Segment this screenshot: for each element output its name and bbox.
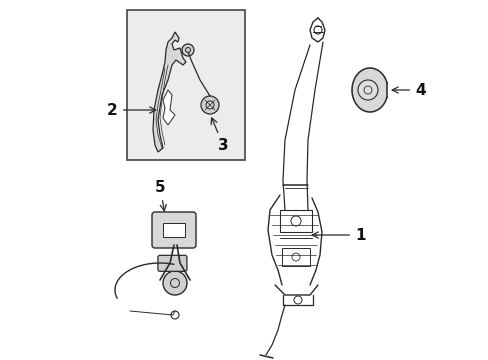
Bar: [163, 223, 184, 237]
Text: 5: 5: [155, 180, 166, 211]
Polygon shape: [351, 68, 386, 112]
Text: 2: 2: [107, 103, 156, 117]
Bar: [280, 210, 311, 232]
Text: 1: 1: [311, 228, 365, 243]
Polygon shape: [153, 32, 185, 152]
Circle shape: [201, 96, 219, 114]
FancyBboxPatch shape: [152, 212, 196, 248]
Polygon shape: [163, 90, 175, 125]
Circle shape: [163, 271, 186, 295]
Bar: [127, 10, 244, 160]
Text: 3: 3: [211, 118, 228, 153]
FancyBboxPatch shape: [158, 255, 186, 271]
Text: 4: 4: [391, 82, 425, 98]
Circle shape: [357, 80, 377, 100]
Bar: [282, 248, 309, 266]
Circle shape: [182, 44, 194, 56]
